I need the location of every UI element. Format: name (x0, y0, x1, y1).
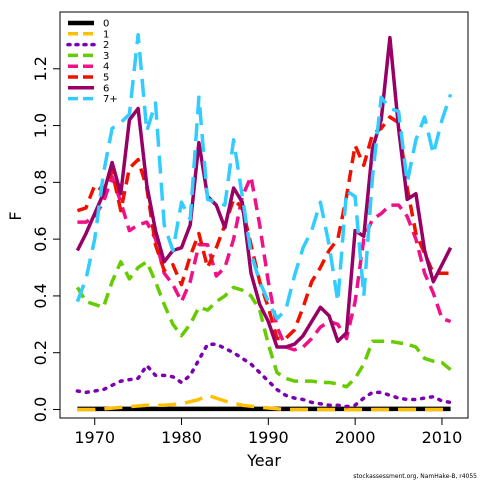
legend-label: 5 (103, 73, 109, 84)
x-tick-label: 1980 (161, 428, 202, 447)
series-line-1 (77, 393, 451, 412)
credit-note: stockassessment.org, NamHake-B, r4055 (353, 473, 477, 480)
axes: 1970 1980 1990 2000 2010 0.0 0.2 0.4 0.6 0.8 1.0 1.… (31, 11, 469, 447)
series-line-3 (75, 260, 452, 389)
y-tick-label: 0.4 (31, 283, 50, 308)
x-tick-label: 2000 (335, 428, 376, 447)
x-tick-label: 1970 (74, 428, 115, 447)
series-line-7plus (75, 32, 453, 321)
y-axis-label: F (6, 211, 25, 220)
y-tick-label: 0.2 (31, 340, 50, 365)
series-line-6 (75, 35, 453, 349)
x-tick-label: 2010 (422, 428, 463, 447)
legend-label: 4 (103, 62, 109, 73)
series-line-2 (75, 342, 453, 409)
x-axis-label: Year (246, 451, 281, 470)
legend-label: 2 (103, 40, 109, 51)
y-tick-label: 0.8 (31, 170, 50, 195)
plot-frame (59, 11, 469, 419)
legend-label: 7+ (103, 94, 118, 105)
legend-label: 3 (103, 51, 109, 62)
series-line-4 (77, 174, 452, 352)
y-tick-label: 1.2 (31, 56, 50, 81)
y-tick-label: 0.6 (31, 226, 50, 251)
legend-label: 0 (103, 19, 109, 30)
legend-label: 1 (103, 29, 109, 40)
x-tick-label: 1990 (248, 428, 289, 447)
legend-label: 6 (103, 83, 109, 94)
y-tick-label: 1.0 (31, 113, 50, 138)
y-tick-label: 0.0 (31, 397, 50, 422)
series-layer (75, 32, 453, 412)
